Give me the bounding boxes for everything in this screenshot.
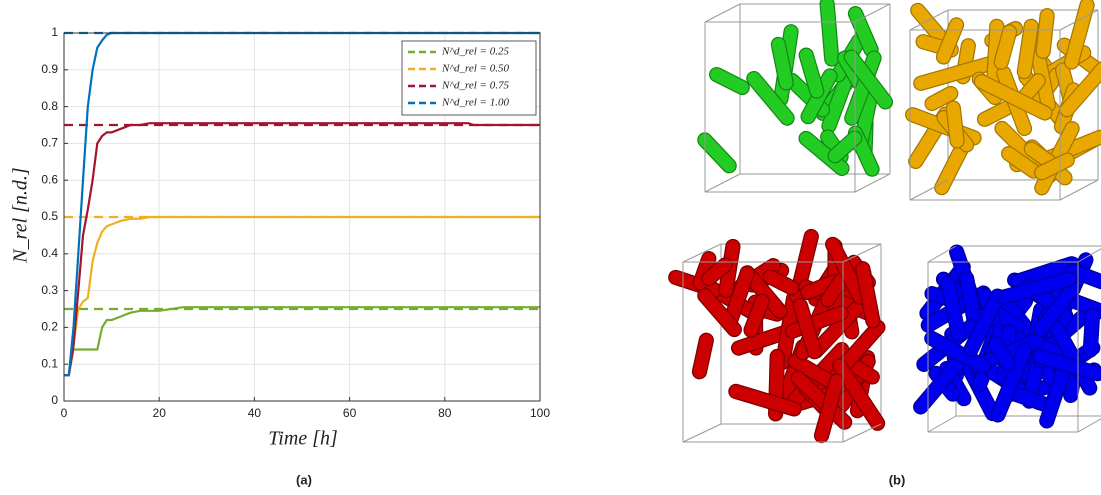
capsule [997, 271, 1078, 305]
data-line [64, 215, 540, 377]
legend-label: N^d_rel = 1.00 [441, 97, 509, 109]
legend-label: N^d_rel = 0.25 [441, 46, 509, 58]
capsule [855, 261, 881, 329]
capsule [843, 49, 894, 110]
box-edge [842, 423, 882, 443]
particle-render [697, 0, 894, 193]
caption: (b) [889, 472, 906, 487]
capsule [990, 342, 1033, 423]
x-axis-label: Time [h] [268, 428, 337, 450]
capsule [988, 336, 1017, 372]
x-tick-label: 20 [153, 406, 167, 420]
x-tick-label: 80 [438, 406, 452, 420]
box-edge [909, 9, 949, 31]
capsule [709, 66, 750, 96]
data-line [64, 122, 540, 377]
capsule [746, 70, 795, 126]
box-edge [704, 3, 741, 23]
y-tick-label: 0.6 [41, 172, 58, 186]
capsule [691, 332, 714, 380]
box-edge [854, 3, 891, 23]
box-edge [842, 243, 882, 263]
capsule [935, 17, 965, 65]
plot-frame [63, 32, 541, 402]
data-line [64, 306, 540, 377]
particle-render [905, 0, 1101, 201]
capsule [832, 358, 886, 431]
box-edge [704, 173, 741, 193]
capsule [770, 36, 794, 91]
capsule [701, 257, 733, 287]
capsule [924, 330, 991, 374]
capsule [1016, 18, 1039, 80]
box-edge [1059, 179, 1099, 201]
capsule [1035, 8, 1055, 60]
x-tick-label: 40 [248, 406, 262, 420]
legend-label: N^d_rel = 0.50 [441, 63, 509, 75]
box-edge [682, 423, 722, 443]
caption: (a) [296, 472, 312, 487]
capsule [798, 47, 825, 99]
y-axis-label: N_rel [n.d.] [10, 167, 32, 263]
capsule [1034, 152, 1075, 181]
y-tick-label: 0.8 [41, 99, 58, 113]
y-tick-label: 1 [51, 25, 58, 39]
box-edge [927, 415, 957, 433]
capsule [819, 0, 840, 67]
x-tick-label: 100 [530, 406, 550, 420]
box-edge [1059, 9, 1099, 31]
box-edge [909, 179, 949, 201]
capsule [1059, 60, 1101, 118]
capsule [697, 132, 737, 174]
capsule [924, 85, 959, 112]
box-edge [1077, 248, 1101, 263]
capsule [963, 288, 1006, 357]
box-edge [927, 245, 957, 263]
y-tick-label: 0 [51, 393, 58, 407]
y-tick-label: 0.4 [41, 246, 58, 260]
y-tick-label: 0.3 [41, 283, 58, 297]
legend-label: N^d_rel = 0.75 [441, 80, 509, 92]
capsule [792, 298, 823, 360]
capsule [728, 383, 802, 417]
capsule [827, 130, 863, 164]
capsule [1032, 348, 1101, 382]
capsule [1065, 263, 1101, 290]
box-edge [1077, 418, 1101, 433]
x-tick-label: 60 [343, 406, 357, 420]
capsule [762, 269, 800, 296]
capsule [993, 24, 1018, 70]
capsule [973, 74, 1053, 121]
y-tick-label: 0.5 [41, 209, 58, 223]
capsule [940, 275, 966, 342]
capsule [798, 130, 850, 176]
capsule [743, 293, 770, 338]
box-edge [682, 243, 722, 263]
capsule [1082, 307, 1101, 358]
x-tick-label: 0 [61, 406, 68, 420]
box-edge [854, 173, 891, 193]
y-tick-label: 0.1 [41, 356, 58, 370]
particle-render [668, 228, 886, 444]
particle-render [913, 244, 1101, 433]
y-tick-label: 0.9 [41, 62, 58, 76]
y-tick-label: 0.7 [41, 136, 58, 150]
y-tick-label: 0.2 [41, 320, 58, 334]
capsule [945, 100, 965, 149]
